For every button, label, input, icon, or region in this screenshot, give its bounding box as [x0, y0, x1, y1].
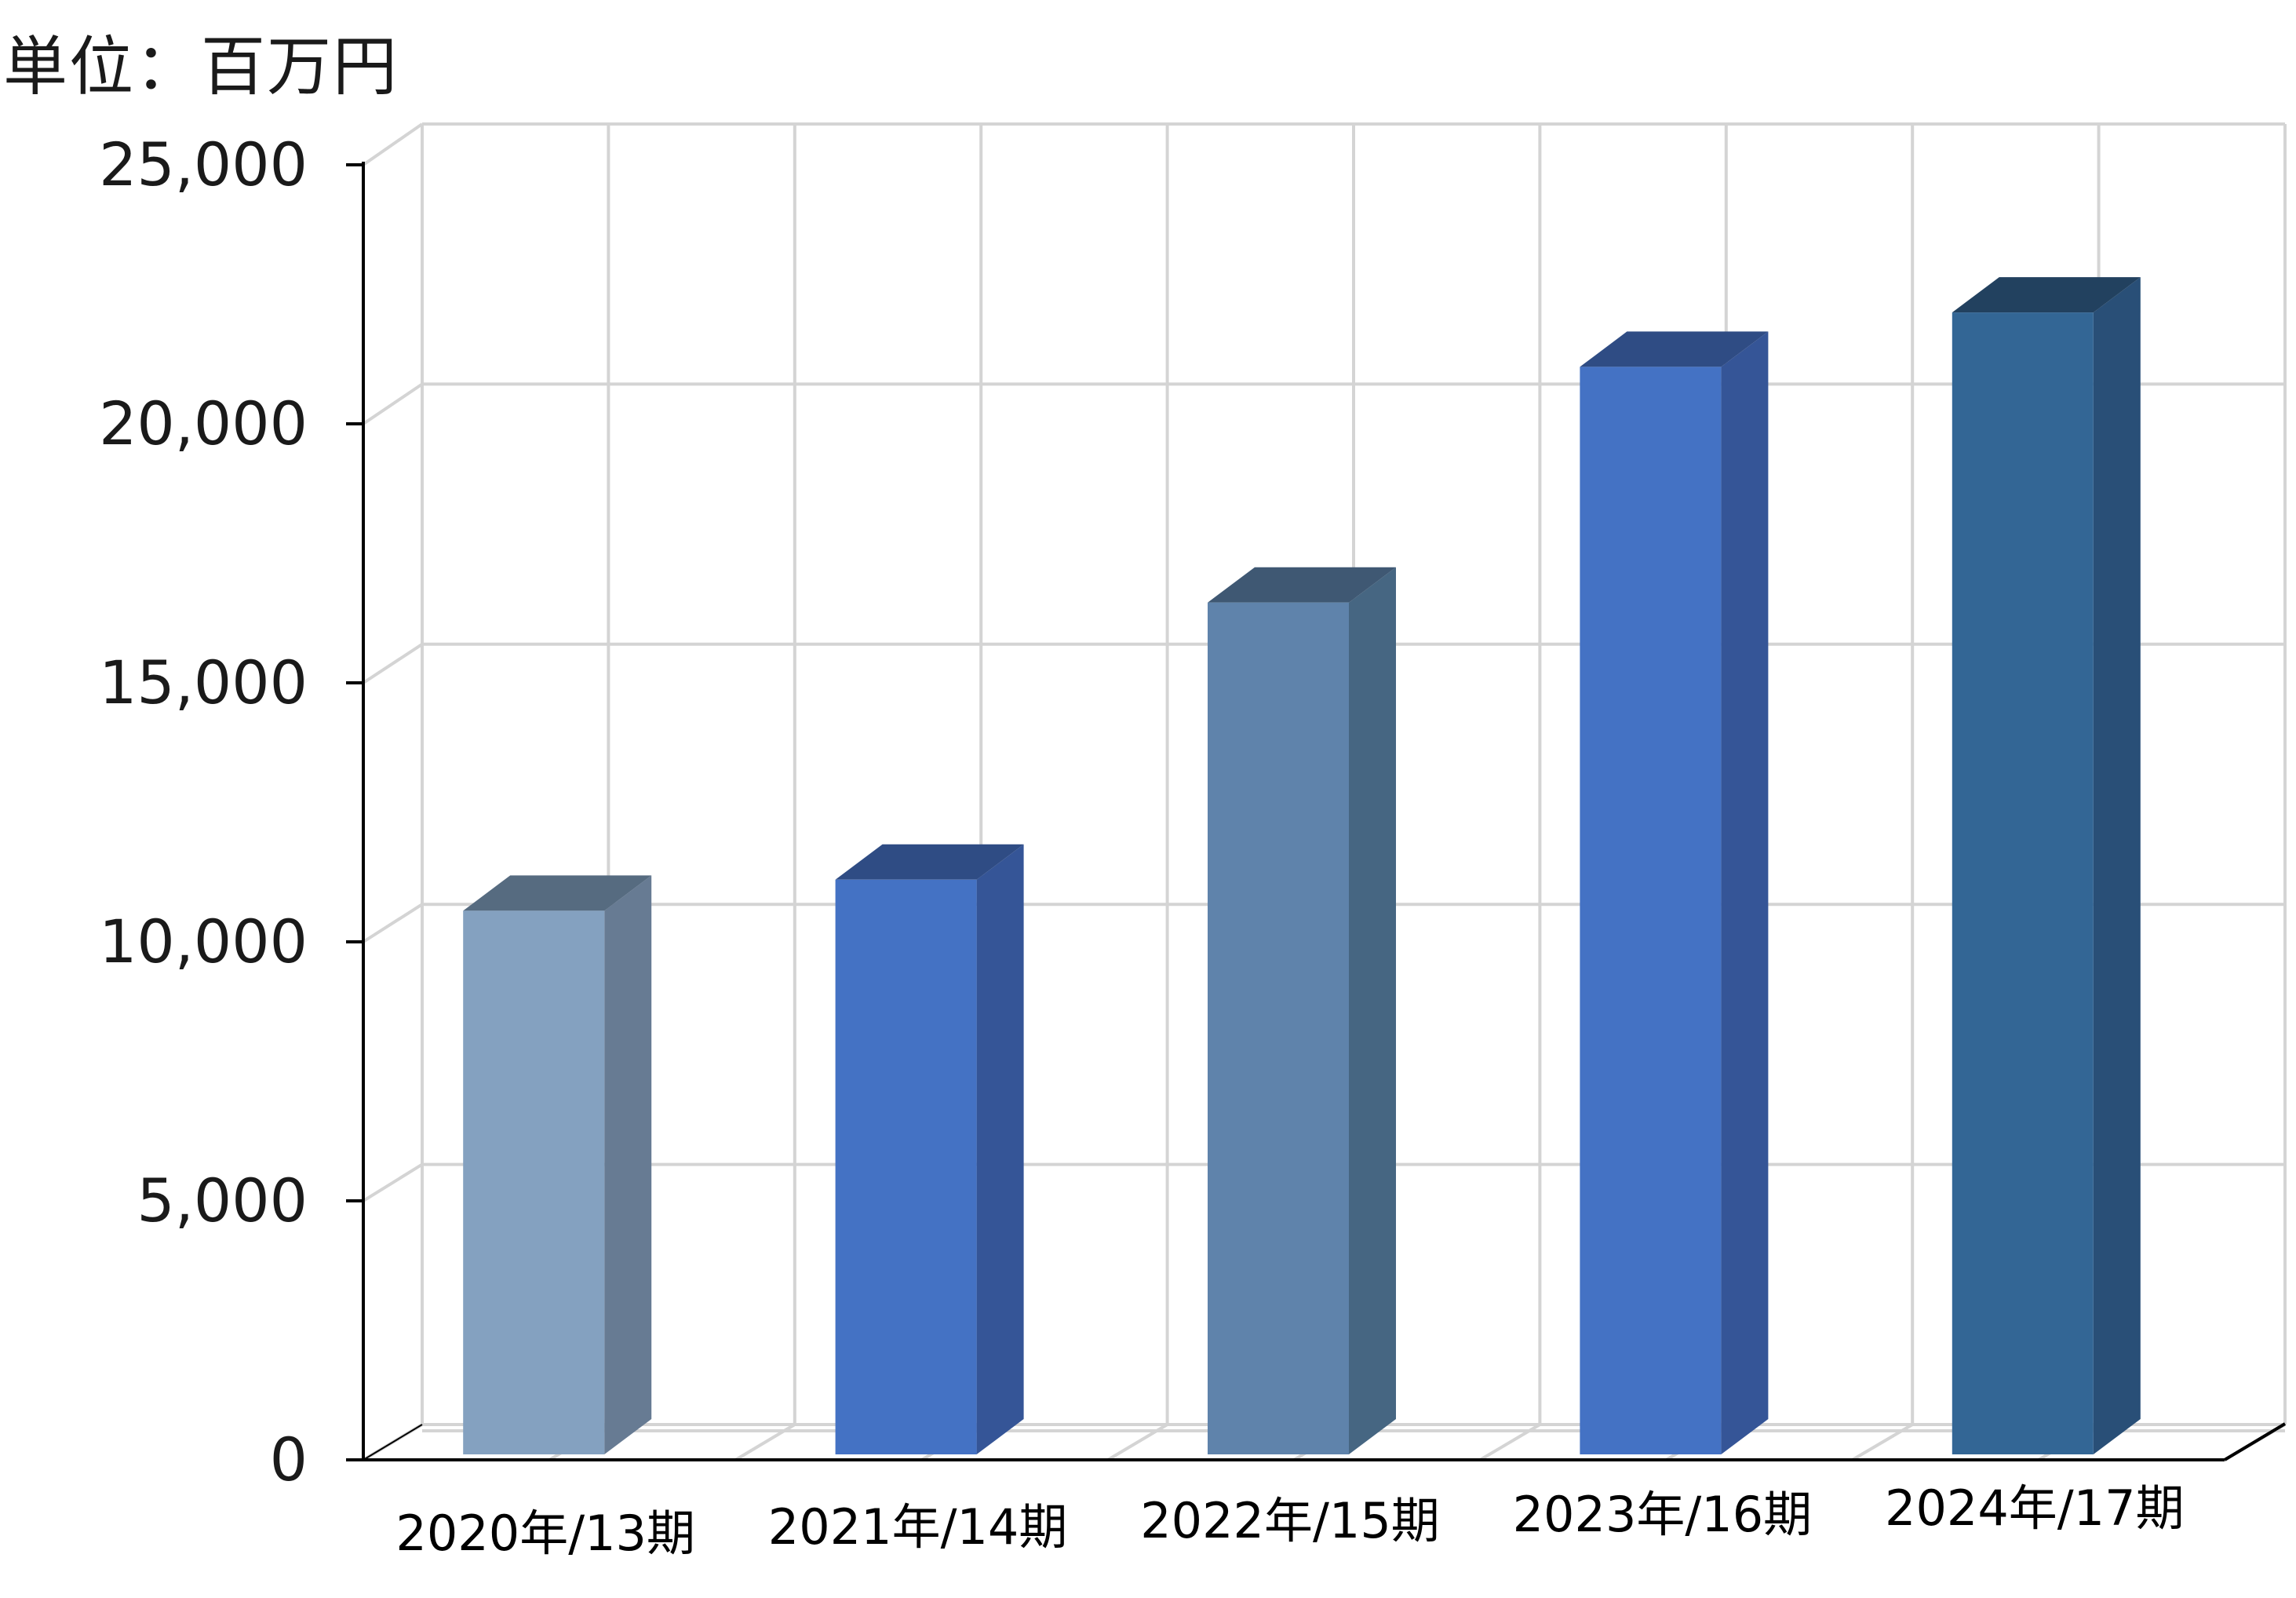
y-tick-label: 0: [270, 1425, 308, 1494]
y-tick-label: 25,000: [99, 130, 308, 199]
gridline-depth: [362, 122, 424, 166]
bar: [463, 910, 605, 1454]
bar: [835, 879, 977, 1454]
bar-top: [1580, 331, 1769, 367]
axes: [346, 162, 2287, 1461]
gridline-depth: [362, 1162, 424, 1202]
bar: [1952, 312, 2094, 1455]
x-tick-label: 2022年/15期: [1140, 1492, 1440, 1549]
x-tick-label: 2023年/16期: [1513, 1486, 1813, 1543]
unit-label: 単位：百万円: [3, 30, 399, 104]
bar: [1208, 602, 1349, 1455]
x-axis-depth-line: [2223, 1422, 2287, 1461]
y-tick-label: 5,000: [137, 1166, 308, 1235]
bar-side: [604, 875, 652, 1454]
y-tick-label: 20,000: [99, 389, 308, 458]
x-tick-label: 2024年/17期: [1885, 1479, 2185, 1537]
gridline-depth: [362, 903, 424, 943]
bar-top: [835, 844, 1024, 880]
gridline-depth: [362, 382, 424, 425]
bar-side: [1721, 331, 1769, 1454]
axis-corner-line: [363, 1424, 423, 1461]
bar-side: [2093, 277, 2141, 1455]
x-tick-label: 2021年/14期: [768, 1498, 1068, 1556]
bar-top: [463, 875, 652, 911]
y-tick-label: 10,000: [99, 907, 308, 976]
bar-top: [1952, 277, 2141, 313]
bar: [1580, 367, 1722, 1454]
x-tick-label: 2020年/13期: [395, 1505, 695, 1562]
bar-top: [1208, 567, 1396, 603]
y-tick-label: 15,000: [99, 648, 308, 717]
gridline-depth: [362, 643, 424, 684]
axis-labels: 0 5,000 10,000 15,000 20,000 25,000 2020年/13期 2…: [99, 130, 2185, 1562]
bar-side: [1349, 567, 1396, 1455]
bar-side: [976, 844, 1024, 1454]
bars: [463, 277, 2141, 1455]
